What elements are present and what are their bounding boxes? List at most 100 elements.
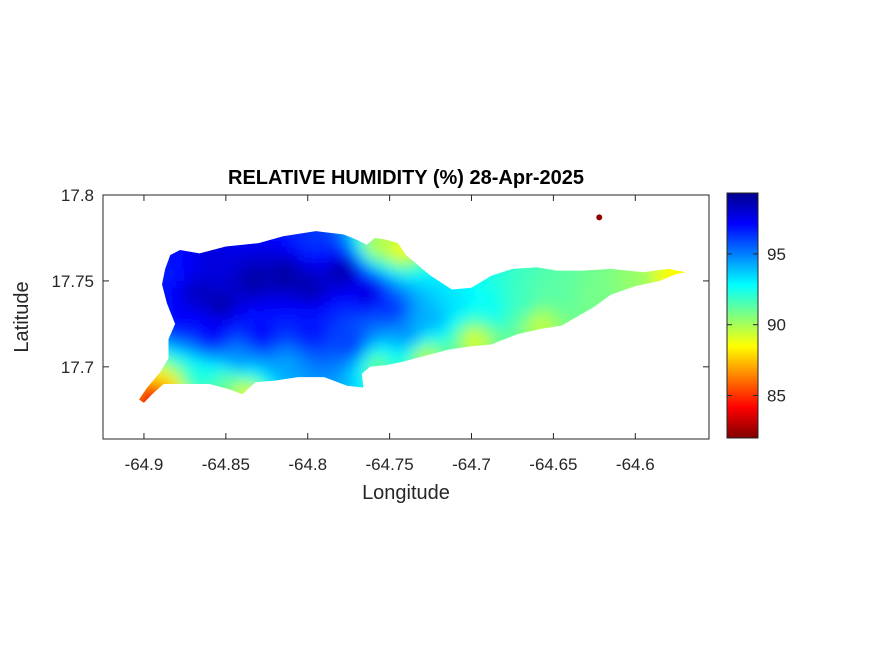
- heatmap-cell: [332, 365, 339, 372]
- heatmap-cell: [482, 299, 489, 306]
- heatmap-cell: [446, 287, 453, 294]
- heatmap-cell: [320, 371, 327, 378]
- heatmap-cell: [386, 335, 393, 342]
- heatmap-cell: [464, 317, 471, 324]
- heatmap-cell: [272, 335, 279, 342]
- heatmap-cell: [176, 275, 183, 282]
- heatmap-cell: [176, 377, 183, 384]
- heatmap-cell: [380, 299, 387, 306]
- heatmap-cell: [584, 299, 591, 306]
- heatmap-cell: [320, 329, 327, 336]
- heatmap-cell: [320, 233, 327, 240]
- heatmap-cell: [404, 281, 411, 288]
- heatmap-cell: [566, 299, 573, 306]
- heatmap-cell: [476, 281, 483, 288]
- heatmap-cell: [320, 251, 327, 258]
- heatmap-cell: [398, 329, 405, 336]
- heatmap-cell: [554, 269, 561, 276]
- heatmap-cell: [512, 299, 519, 306]
- heatmap-cell: [206, 335, 213, 342]
- heatmap-cell: [248, 377, 255, 384]
- heatmap-cell: [554, 317, 561, 324]
- islet-mark: [596, 214, 603, 221]
- heatmap-cell: [236, 263, 243, 270]
- heatmap-cell: [344, 329, 351, 336]
- heatmap-cell: [536, 323, 543, 330]
- heatmap-cell: [380, 359, 387, 366]
- heatmap-cell: [248, 251, 255, 258]
- heatmap-cell: [362, 317, 369, 324]
- heatmap-cell: [506, 317, 513, 324]
- heatmap-cell: [554, 299, 561, 306]
- heatmap-cell: [548, 275, 555, 282]
- heatmap-cell: [278, 269, 285, 276]
- y-axis-label: Latitude: [11, 281, 33, 352]
- heatmap-cell: [506, 299, 513, 306]
- heatmap-cell: [530, 299, 537, 306]
- heatmap-cell: [206, 269, 213, 276]
- heatmap-cell: [212, 287, 219, 294]
- heatmap-cell: [380, 305, 387, 312]
- heatmap-cell: [368, 359, 375, 366]
- heatmap-cell: [374, 239, 381, 246]
- heatmap-cell: [428, 317, 435, 324]
- heatmap-cell: [356, 329, 363, 336]
- heatmap-cell: [206, 365, 213, 372]
- heatmap-cell: [224, 251, 231, 258]
- heatmap-cell: [338, 239, 345, 246]
- heatmap-cell: [218, 299, 225, 306]
- heatmap-cell: [182, 329, 189, 336]
- heatmap-cell: [176, 365, 183, 372]
- heatmap-cell: [320, 257, 327, 264]
- heatmap-cell: [218, 341, 225, 348]
- heatmap-cell: [632, 269, 639, 276]
- heatmap-cell: [374, 305, 381, 312]
- heatmap-cell: [320, 353, 327, 360]
- heatmap-cell: [398, 305, 405, 312]
- heatmap-cell: [176, 257, 183, 264]
- heatmap-cell: [332, 335, 339, 342]
- x-tick-label: -64.8: [288, 455, 327, 474]
- heatmap-cell: [572, 305, 579, 312]
- heatmap-cell: [254, 245, 261, 252]
- heatmap-cell: [260, 323, 267, 330]
- heatmap-cell: [428, 281, 435, 288]
- heatmap-cell: [248, 365, 255, 372]
- heatmap-cell: [410, 353, 417, 360]
- heatmap-cell: [206, 353, 213, 360]
- heatmap-cell: [254, 377, 261, 384]
- heatmap-cell: [398, 269, 405, 276]
- heatmap-cell: [230, 335, 237, 342]
- heatmap-cell: [254, 281, 261, 288]
- heatmap-cell: [368, 341, 375, 348]
- heatmap-cell: [422, 293, 429, 300]
- heatmap-cell: [224, 359, 231, 366]
- heatmap-cell: [410, 275, 417, 282]
- heatmap-cell: [314, 359, 321, 366]
- heatmap-cell: [224, 269, 231, 276]
- heatmap-cell: [272, 257, 279, 264]
- heatmap-cell: [260, 293, 267, 300]
- heatmap-cell: [332, 251, 339, 258]
- heatmap-cell: [494, 281, 501, 288]
- heatmap-cell: [416, 293, 423, 300]
- heatmap-cell: [530, 269, 537, 276]
- heatmap-cell: [362, 347, 369, 354]
- heatmap-cell: [590, 287, 597, 294]
- heatmap-cell: [302, 347, 309, 354]
- heatmap-cell: [230, 257, 237, 264]
- heatmap-cell: [560, 275, 567, 282]
- heatmap-cell: [188, 311, 195, 318]
- heatmap-cell: [200, 311, 207, 318]
- heatmap-cell: [218, 317, 225, 324]
- heatmap-cell: [398, 251, 405, 258]
- heatmap-cell: [344, 299, 351, 306]
- heatmap-cell: [332, 257, 339, 264]
- heatmap-cell: [374, 347, 381, 354]
- heatmap-cell: [290, 299, 297, 306]
- heatmap-cell: [284, 281, 291, 288]
- heatmap-cell: [230, 341, 237, 348]
- heatmap-cell: [380, 293, 387, 300]
- heatmap-cell: [230, 323, 237, 330]
